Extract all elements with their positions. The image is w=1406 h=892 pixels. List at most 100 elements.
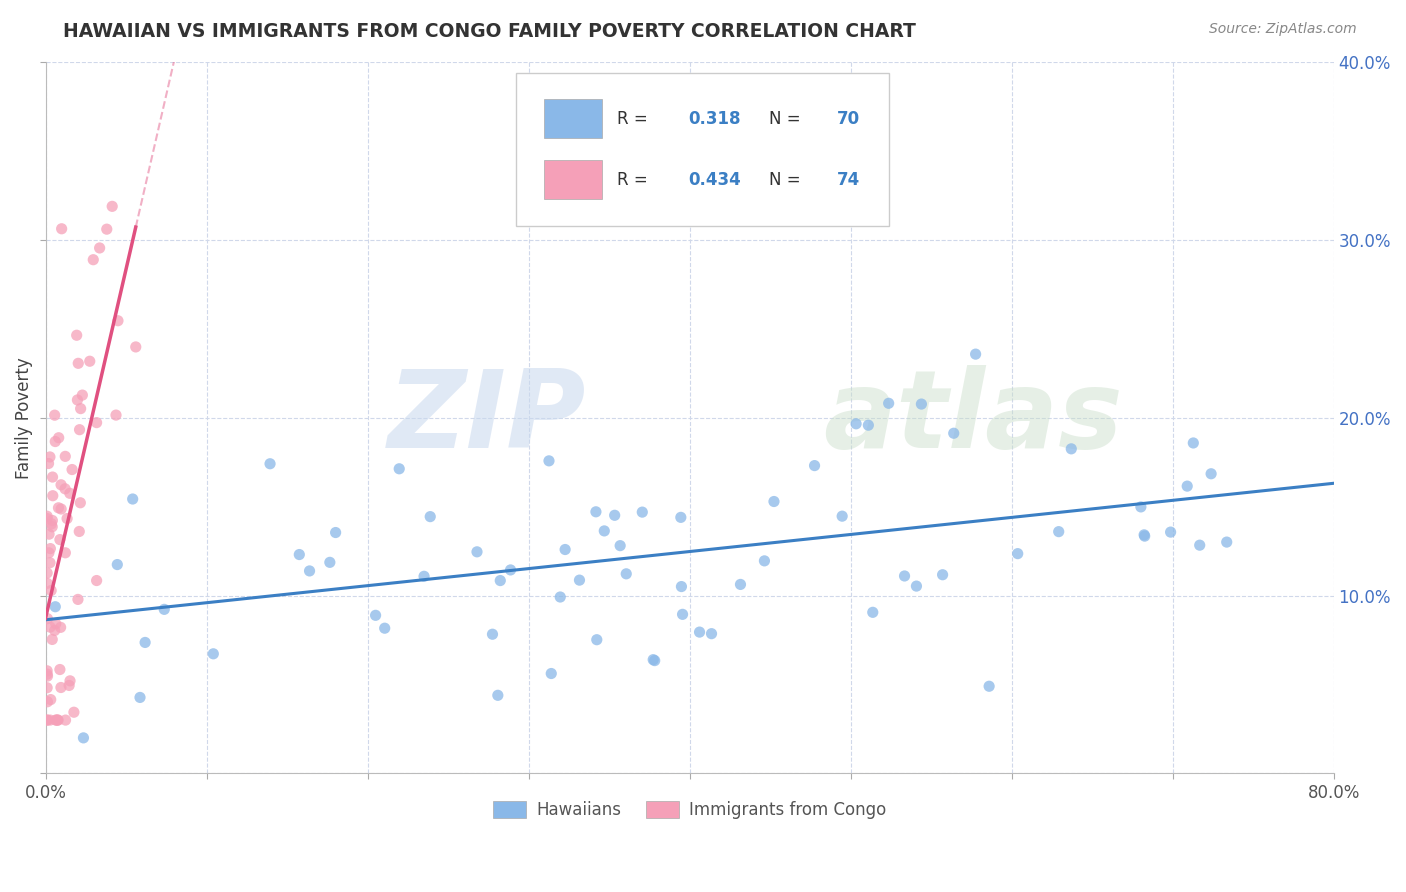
Point [38, 527, 60, 541]
Point [39, 450, 62, 464]
Point [325, 525, 347, 540]
Point [56, 511, 79, 525]
Point [39, 556, 62, 570]
Text: 70: 70 [837, 110, 859, 128]
Point [845, 417, 868, 431]
Point [49, 533, 72, 547]
Point [1182, 436, 1205, 450]
Point [125, 340, 148, 354]
Point [69, 496, 91, 510]
Text: atlas: atlas [823, 365, 1123, 471]
Point [689, 625, 711, 640]
Point [905, 579, 928, 593]
Text: N =: N = [769, 110, 806, 128]
Point [1047, 524, 1070, 539]
Point [96, 222, 118, 236]
Point [48, 431, 70, 445]
Point [48, 500, 70, 515]
Point [46, 713, 69, 727]
Point [105, 408, 128, 422]
Point [585, 505, 607, 519]
Point [79, 354, 101, 368]
Point [37, 681, 59, 695]
Point [66, 592, 89, 607]
Point [979, 679, 1001, 693]
Point [38, 457, 60, 471]
Point [419, 509, 441, 524]
Point [298, 564, 321, 578]
Point [37, 713, 59, 727]
Point [364, 608, 387, 623]
Point [63, 705, 86, 719]
Point [53, 482, 76, 496]
Point [700, 626, 723, 640]
Point [1133, 528, 1156, 542]
Point [101, 199, 124, 213]
Text: Source: ZipAtlas.com: Source: ZipAtlas.com [1209, 22, 1357, 37]
Point [44, 434, 66, 449]
Point [540, 666, 562, 681]
Point [1188, 538, 1211, 552]
Legend: Hawaiians, Immigrants from Congo: Hawaiians, Immigrants from Congo [486, 794, 893, 826]
Point [831, 509, 853, 524]
Point [44, 624, 66, 638]
Text: R =: R = [617, 110, 654, 128]
Point [45, 713, 67, 727]
Point [37, 664, 59, 678]
Point [53, 546, 76, 560]
Point [39, 541, 62, 556]
Point [59, 673, 82, 688]
Point [603, 508, 626, 523]
Point [481, 627, 503, 641]
Point [37, 509, 59, 524]
Point [644, 654, 666, 668]
Point [1129, 500, 1152, 514]
Point [49, 502, 72, 516]
Point [59, 486, 82, 500]
Point [58, 678, 80, 692]
Point [49, 620, 72, 634]
Point [671, 580, 693, 594]
Point [105, 558, 128, 572]
Point [82, 252, 104, 267]
Point [1175, 479, 1198, 493]
Point [202, 647, 225, 661]
Point [41, 520, 63, 534]
Point [288, 548, 311, 562]
Point [72, 388, 94, 402]
Point [643, 653, 665, 667]
Point [37, 695, 59, 709]
Point [413, 569, 436, 583]
Point [631, 505, 654, 519]
Point [51, 221, 73, 235]
Point [931, 567, 953, 582]
Point [669, 510, 692, 524]
Text: HAWAIIAN VS IMMIGRANTS FROM CONGO FAMILY POVERTY CORRELATION CHART: HAWAIIAN VS IMMIGRANTS FROM CONGO FAMILY… [63, 22, 917, 41]
FancyBboxPatch shape [516, 73, 889, 226]
Point [37, 669, 59, 683]
Point [41, 513, 63, 527]
Point [39, 620, 62, 634]
Point [86, 416, 108, 430]
Point [55, 713, 77, 727]
Point [1199, 467, 1222, 481]
Text: R =: R = [617, 170, 654, 189]
Point [1133, 529, 1156, 543]
Point [69, 423, 91, 437]
Point [46, 713, 69, 727]
Point [754, 554, 776, 568]
Point [1160, 525, 1182, 540]
Point [803, 458, 825, 473]
Point [38, 546, 60, 560]
Point [965, 347, 987, 361]
Point [609, 539, 631, 553]
Point [86, 574, 108, 588]
Point [568, 573, 591, 587]
Point [37, 713, 59, 727]
Point [134, 635, 156, 649]
Point [893, 569, 915, 583]
Point [44, 599, 66, 614]
Point [37, 576, 59, 591]
Point [585, 632, 607, 647]
Point [66, 392, 89, 407]
